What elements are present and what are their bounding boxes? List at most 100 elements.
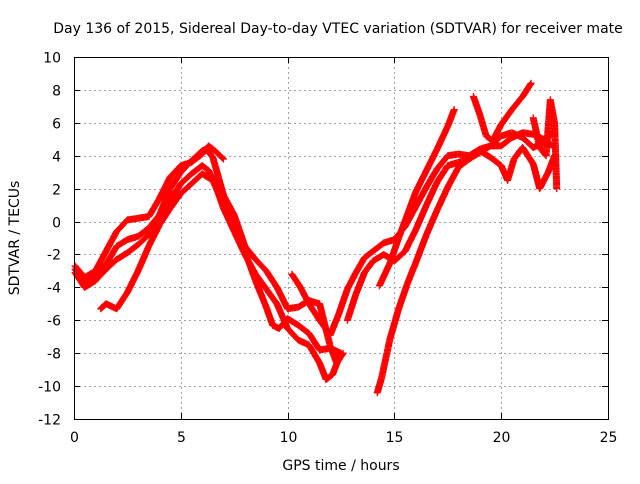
- data-point-segment: [177, 171, 194, 188]
- data-point-segment: [273, 283, 291, 312]
- series-3: [71, 162, 345, 383]
- data-point-segment: [422, 179, 441, 209]
- data-point-segment: [113, 289, 131, 313]
- data-point-segment: [536, 169, 552, 193]
- data-point-segment: [145, 212, 163, 232]
- data-point-segment: [294, 321, 312, 337]
- data-point-segment: [305, 300, 323, 323]
- data-point-segment: [91, 266, 109, 285]
- data-point-segment: [326, 344, 345, 357]
- data-point-segment: [378, 336, 394, 382]
- data-point-segment: [322, 371, 335, 383]
- series-8: [375, 106, 458, 290]
- y-tick-label: 4: [52, 150, 61, 166]
- data-point-segment: [375, 260, 394, 290]
- data-point-segment: [166, 169, 184, 193]
- data-point-segment: [202, 145, 216, 160]
- data-point-segment: [296, 283, 312, 307]
- data-point-segment: [113, 217, 130, 235]
- data-point-segment: [386, 235, 402, 267]
- data-point-segment: [209, 153, 227, 198]
- data-point-segment: [455, 156, 472, 171]
- data-point-segment: [519, 144, 536, 167]
- data-point-segment: [395, 212, 411, 242]
- data-point-segment: [305, 341, 323, 366]
- data-point-segment: [343, 270, 359, 293]
- x-tick-label: 5: [177, 430, 186, 446]
- series-9: [469, 79, 535, 145]
- data-point-segment: [220, 191, 238, 218]
- y-tick-label: 2: [52, 183, 61, 199]
- plot-area: [71, 79, 561, 397]
- series-7: [373, 144, 559, 397]
- data-point-segment: [395, 281, 411, 313]
- data-point-segment: [469, 93, 483, 117]
- data-point-segment: [305, 329, 323, 353]
- y-tick-label: 6: [52, 117, 61, 133]
- data-point-segment: [316, 359, 330, 382]
- data-point-segment: [508, 94, 526, 114]
- data-point-segment: [198, 170, 216, 184]
- data-point-segment: [102, 243, 120, 268]
- plot-frame: [74, 57, 609, 420]
- data-point-segment: [166, 191, 184, 212]
- y-tick-label: -8: [47, 347, 61, 363]
- y-tick-label: 8: [52, 84, 61, 100]
- data-point-segment: [412, 184, 430, 211]
- data-point-segment: [102, 229, 120, 255]
- data-point-segment: [145, 222, 163, 250]
- data-point-segment: [433, 184, 451, 214]
- data-point-segment: [134, 244, 152, 275]
- data-point-segment: [403, 189, 419, 219]
- data-point-segment: [275, 316, 291, 332]
- data-point-segment: [123, 268, 141, 296]
- data-point-segment: [198, 162, 211, 174]
- series-10: [529, 96, 561, 193]
- data-point-segment: [497, 134, 515, 150]
- data-point-segment: [444, 164, 462, 191]
- data-point-segment: [465, 148, 483, 163]
- chart-title: Day 136 of 2015, Sidereal Day-to-day VTE…: [53, 21, 623, 37]
- y-tick-label: -2: [47, 248, 61, 264]
- data-point-segment: [343, 291, 359, 324]
- data-point-segment: [188, 148, 205, 165]
- data-point-segment: [352, 270, 368, 298]
- data-point-segment: [487, 153, 504, 169]
- data-point-segment: [113, 236, 130, 250]
- series-5: [288, 129, 559, 339]
- x-axis-label: GPS time / hours: [282, 458, 399, 474]
- data-point-segment: [288, 270, 304, 290]
- data-point-segment: [166, 163, 184, 181]
- data-point-segment: [433, 153, 451, 173]
- data-point-segment: [209, 176, 227, 208]
- x-tick-label: 20: [493, 430, 511, 446]
- data-point-segment: [412, 232, 430, 267]
- data-point-segment: [166, 181, 184, 204]
- y-axis-label: SDTVAR / TECUs: [7, 181, 23, 296]
- data-point-segment: [476, 147, 493, 161]
- data-point-segment: [91, 261, 109, 280]
- data-point-segment: [102, 256, 120, 273]
- grid: [74, 57, 608, 419]
- data-point-segment: [335, 286, 351, 318]
- y-tick-label: -6: [47, 314, 61, 330]
- series-4: [97, 170, 345, 357]
- data-point-segment: [369, 240, 387, 255]
- data-point-segment: [422, 146, 440, 174]
- y-tick-label: 10: [43, 51, 61, 67]
- x-tick-label: 10: [280, 430, 298, 446]
- data-point-segment: [177, 181, 194, 198]
- data-point-segment: [134, 232, 152, 249]
- data-point-segment: [220, 201, 238, 231]
- data-point-segment: [241, 247, 259, 283]
- data-point-segment: [433, 163, 451, 186]
- data-point-segment: [412, 168, 430, 196]
- data-point-segment: [134, 225, 152, 240]
- data-point-segment: [361, 258, 376, 277]
- data-point-segment: [504, 156, 518, 184]
- data-point-segment: [444, 106, 458, 130]
- y-tick-label: 0: [52, 216, 61, 232]
- data-point-segment: [155, 206, 173, 229]
